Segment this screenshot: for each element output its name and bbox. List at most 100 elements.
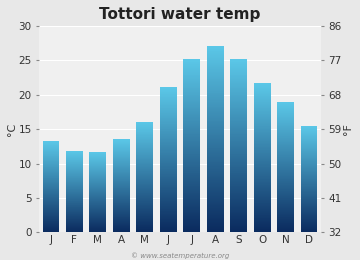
Bar <box>207 61 224 62</box>
Bar <box>230 93 247 94</box>
Bar <box>277 198 294 199</box>
Bar <box>254 192 271 193</box>
Bar <box>160 110 177 111</box>
Bar <box>113 230 130 231</box>
Bar <box>113 226 130 227</box>
Bar <box>277 137 294 138</box>
Bar <box>136 147 153 148</box>
Bar <box>277 118 294 119</box>
Bar <box>89 188 106 189</box>
Bar <box>230 179 247 180</box>
Bar <box>301 230 318 231</box>
Bar <box>230 88 247 89</box>
Bar <box>301 229 318 230</box>
Bar <box>254 155 271 156</box>
Bar <box>207 192 224 193</box>
Bar <box>42 221 59 222</box>
Bar <box>113 209 130 210</box>
Bar <box>254 180 271 181</box>
Bar <box>136 199 153 200</box>
Bar <box>42 184 59 185</box>
Text: © www.seatemperature.org: © www.seatemperature.org <box>131 252 229 259</box>
Bar <box>277 149 294 150</box>
Bar <box>160 167 177 168</box>
Bar <box>277 164 294 165</box>
Bar <box>254 124 271 125</box>
Bar <box>183 173 200 174</box>
Bar <box>230 190 247 191</box>
Bar <box>301 165 318 166</box>
Bar <box>66 153 83 154</box>
Bar <box>183 123 200 124</box>
Bar <box>207 115 224 116</box>
Bar <box>160 165 177 166</box>
Bar <box>183 87 200 88</box>
Bar <box>66 170 83 171</box>
Bar <box>89 174 106 175</box>
Bar <box>89 160 106 161</box>
Bar <box>42 190 59 191</box>
Bar <box>277 187 294 188</box>
Bar <box>254 115 271 116</box>
Bar <box>89 156 106 157</box>
Bar <box>136 151 153 152</box>
Bar <box>160 176 177 177</box>
Bar <box>254 181 271 182</box>
Bar <box>301 163 318 164</box>
Bar <box>136 141 153 142</box>
Bar <box>230 145 247 146</box>
Bar <box>66 169 83 170</box>
Bar <box>254 163 271 164</box>
Bar <box>66 166 83 167</box>
Bar <box>301 187 318 188</box>
Bar <box>277 156 294 157</box>
Bar <box>277 200 294 201</box>
Bar <box>254 203 271 204</box>
Bar <box>230 167 247 168</box>
Bar <box>66 206 83 207</box>
Bar <box>254 147 271 148</box>
Bar <box>301 194 318 195</box>
Bar <box>66 155 83 156</box>
Bar <box>136 131 153 132</box>
Bar <box>207 117 224 118</box>
Bar <box>277 204 294 205</box>
Bar <box>207 49 224 50</box>
Bar <box>230 68 247 69</box>
Bar <box>136 224 153 225</box>
Bar <box>160 217 177 218</box>
Bar <box>207 167 224 168</box>
Bar <box>254 91 271 92</box>
Bar <box>136 173 153 174</box>
Bar <box>183 210 200 211</box>
Bar <box>277 162 294 163</box>
Bar <box>160 122 177 123</box>
Bar <box>230 98 247 99</box>
Bar <box>277 199 294 200</box>
Bar <box>42 203 59 204</box>
Bar <box>301 225 318 226</box>
Bar <box>89 161 106 162</box>
Bar <box>207 150 224 151</box>
Bar <box>160 87 177 88</box>
Bar <box>42 165 59 166</box>
Bar <box>66 159 83 160</box>
Bar <box>301 127 318 128</box>
Bar <box>230 127 247 128</box>
Bar <box>301 231 318 232</box>
Bar <box>136 130 153 131</box>
Bar <box>183 113 200 114</box>
Bar <box>207 144 224 145</box>
Bar <box>301 216 318 217</box>
Bar <box>254 174 271 175</box>
Bar <box>136 214 153 215</box>
Bar <box>66 189 83 190</box>
Bar <box>301 202 318 203</box>
Bar <box>183 145 200 146</box>
Bar <box>160 168 177 169</box>
Bar <box>230 172 247 173</box>
Bar <box>230 59 247 60</box>
Bar <box>207 180 224 181</box>
Bar <box>183 70 200 71</box>
Bar <box>207 99 224 100</box>
